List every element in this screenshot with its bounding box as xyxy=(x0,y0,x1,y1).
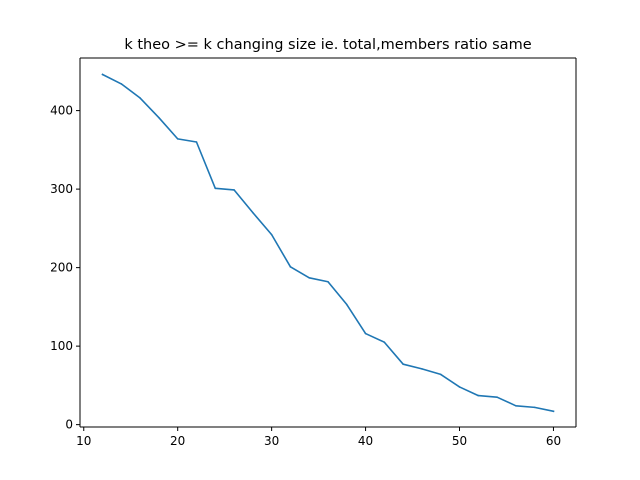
data-point xyxy=(364,332,367,335)
data-point xyxy=(496,396,498,398)
data-point xyxy=(477,394,480,397)
x-tick-label: 30 xyxy=(264,434,279,448)
data-point xyxy=(533,406,536,409)
chart-title: k theo >= k changing size ie. total,memb… xyxy=(124,37,531,53)
data-point xyxy=(139,97,141,99)
x-tick-label: 40 xyxy=(358,434,373,448)
data-point xyxy=(101,73,104,76)
x-tick-label: 60 xyxy=(546,434,561,448)
data-point xyxy=(345,303,348,306)
data-point xyxy=(214,187,217,190)
plot-area: 10 20 30 40 50 60 0 100 200 300 400 xyxy=(50,57,577,448)
y-tick-label: 0 xyxy=(65,418,73,432)
data-point xyxy=(458,386,461,388)
data-point xyxy=(120,83,123,85)
data-point xyxy=(270,233,273,236)
data-point xyxy=(421,368,423,370)
y-tick-label: 300 xyxy=(50,182,73,196)
data-point xyxy=(327,280,329,283)
y-tick-label: 100 xyxy=(50,339,73,353)
data-point xyxy=(439,373,442,376)
data-point xyxy=(233,189,235,191)
y-tick-label: 200 xyxy=(50,261,73,275)
data-point xyxy=(195,141,198,143)
data-point xyxy=(289,266,292,268)
data-point xyxy=(158,116,160,119)
data-point xyxy=(402,363,404,365)
x-tick-label: 10 xyxy=(76,434,91,448)
data-point xyxy=(383,341,386,344)
data-point xyxy=(515,405,517,407)
x-tick-label: 50 xyxy=(452,434,467,448)
data-point xyxy=(252,211,254,214)
series-line xyxy=(101,73,555,413)
y-tick-label: 400 xyxy=(50,104,73,118)
data-point xyxy=(176,138,179,140)
data-point xyxy=(552,410,555,413)
x-tick-label: 20 xyxy=(170,434,185,448)
data-point xyxy=(308,277,311,279)
